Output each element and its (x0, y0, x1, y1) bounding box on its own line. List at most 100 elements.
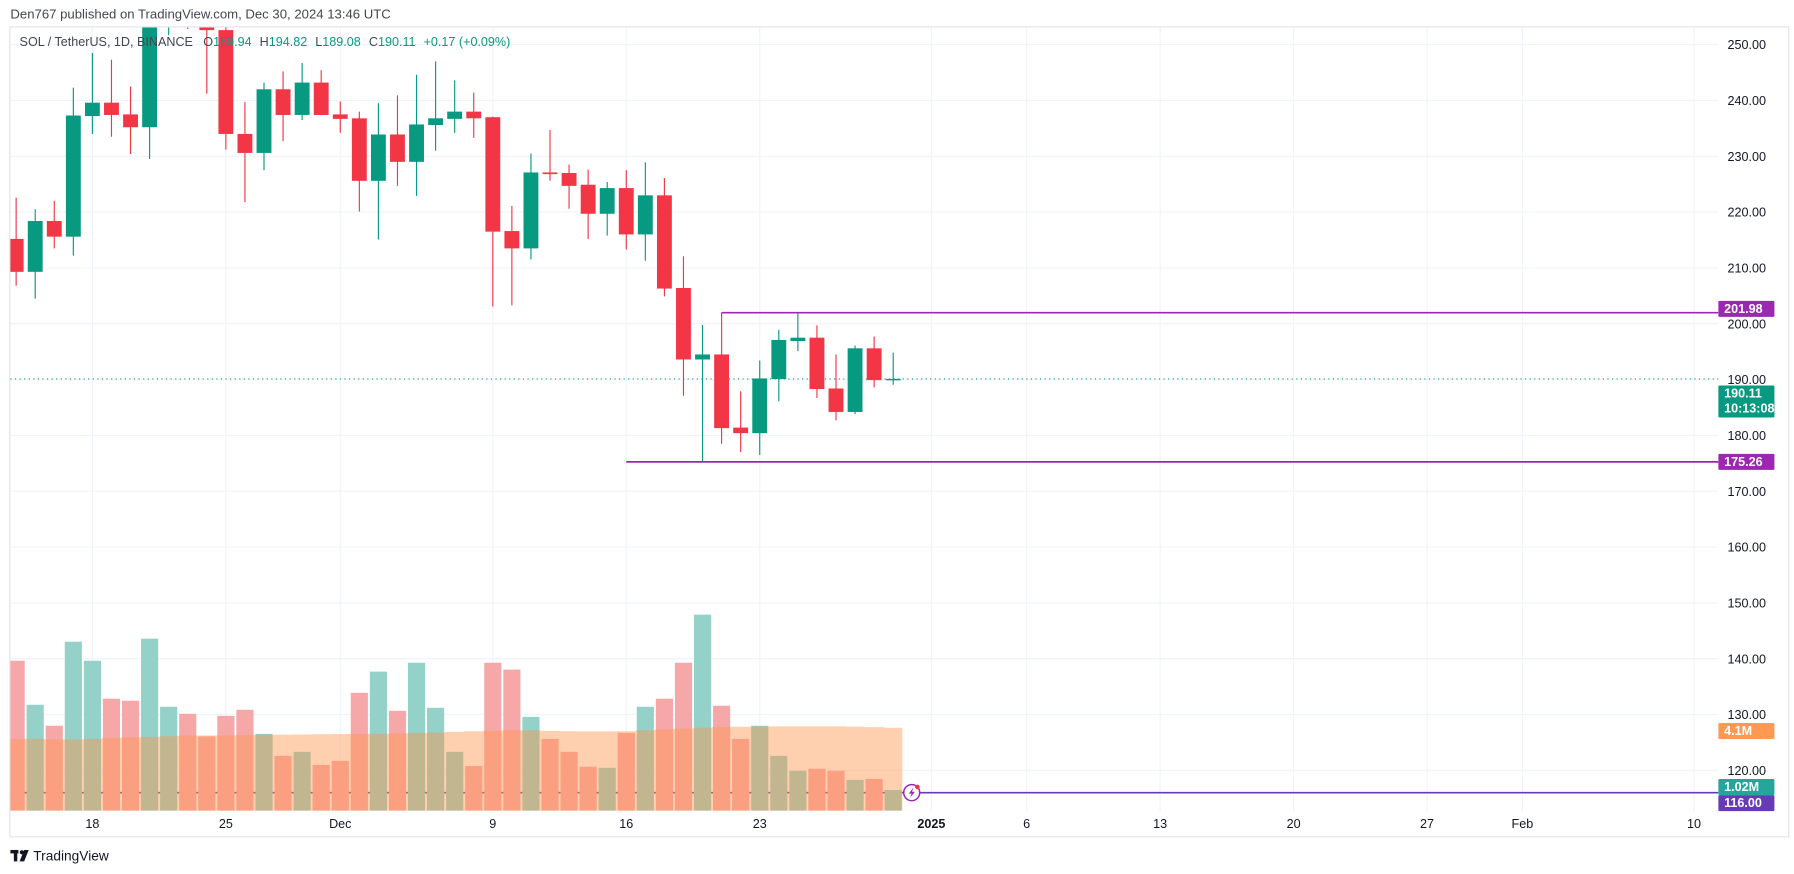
candle-body (714, 354, 730, 429)
candle-series (10, 27, 901, 462)
volume-bar (484, 662, 502, 811)
price-pane[interactable] (7, 0, 1719, 811)
volume-bar (407, 662, 426, 811)
candle-body (561, 173, 577, 186)
legend-close: 190.11 (378, 35, 416, 49)
candle (10, 197, 24, 286)
volume-bar (236, 709, 254, 811)
volume-bar (770, 755, 788, 811)
level-price-label-text: 175.26 (1724, 455, 1762, 469)
lightning-alert-icon[interactable] (902, 783, 921, 802)
volume-bar (846, 779, 864, 811)
legend-low: 189.08 (322, 35, 360, 49)
x-tick-label: 25 (219, 817, 233, 831)
volume-bar (179, 713, 197, 811)
volume-bar (598, 767, 616, 811)
level-price-label: 201.98 (1718, 300, 1775, 317)
volume-bar (350, 692, 368, 811)
volume-bar (884, 790, 902, 811)
price-axis[interactable]: 250.00 240.00 230.00 220.00 210.00 200.00 190.… (1728, 38, 1766, 778)
candle (237, 102, 253, 203)
candle-body (218, 30, 234, 134)
volume-bar (751, 725, 769, 811)
candle-body (275, 89, 291, 115)
candle (485, 116, 501, 307)
time-axis[interactable]: 18 25 Dec 9 16 23 2025 6 13 20 27 Feb 10 (85, 817, 1701, 831)
y-tick-label: 120.00 (1728, 764, 1766, 778)
horizontal-level-lines[interactable] (626, 311, 1719, 463)
x-tick-label: 27 (1420, 817, 1434, 831)
volume-bar (674, 662, 693, 811)
y-tick-label: 170.00 (1728, 485, 1766, 499)
volume-bar (26, 704, 44, 811)
volume-bar (655, 698, 673, 811)
volume-bar (274, 755, 292, 811)
volume-bar (45, 725, 63, 811)
volume-bar (789, 770, 807, 811)
volume-bar (541, 738, 559, 811)
last-price-label-bg (1718, 385, 1775, 418)
alert-price-label-bg (1718, 795, 1775, 812)
candle-body (370, 134, 386, 181)
volume-bar (10, 660, 25, 811)
footer-brand[interactable]: TradingView (10, 848, 109, 863)
candle (123, 86, 138, 155)
candle-body (790, 337, 806, 342)
level-price-label-text: 201.98 (1724, 302, 1762, 316)
volume-bar (160, 706, 178, 811)
candle (466, 92, 482, 138)
legend-symbol: SOL / TetherUS, 1D, BINANCE (20, 35, 193, 49)
candle-body (809, 337, 825, 390)
candle (84, 52, 100, 134)
candle-body (599, 188, 615, 214)
x-tick-label: 13 (1153, 817, 1167, 831)
candle (370, 103, 386, 240)
volume-bar (198, 736, 216, 811)
candle-body (885, 378, 901, 381)
y-tick-label: 130.00 (1728, 708, 1766, 722)
volume-ma-label-bg (1718, 722, 1775, 740)
legend-change: +0.17 (+0.09%) (424, 35, 511, 49)
candle-body (313, 82, 329, 115)
candle (27, 209, 43, 299)
y-tick-label: 210.00 (1728, 261, 1766, 275)
candle (656, 178, 672, 297)
candle-body (294, 82, 310, 115)
x-tick-label: Feb (1512, 817, 1534, 831)
volume-bar (522, 716, 540, 811)
alert-price-label-text: 116.00 (1724, 796, 1762, 810)
candle-body (10, 238, 24, 272)
publisher-header: Den767 published on TradingView.com, Dec… (10, 6, 390, 21)
candle-body (752, 378, 768, 434)
candle-body (199, 27, 215, 31)
volume-bar (617, 732, 635, 811)
candle-body (580, 184, 596, 214)
level-price-label-bg (1718, 453, 1775, 470)
level-price-label: 175.26 (1718, 453, 1775, 470)
volume-bar (465, 765, 483, 811)
last-price-label-text: 10:13:08 (1724, 401, 1774, 415)
candle (104, 59, 119, 137)
y-tick-label: 230.00 (1728, 150, 1766, 164)
candle (256, 82, 272, 171)
y-tick-label: 190.00 (1728, 373, 1766, 387)
candle (199, 27, 215, 94)
legend-open-label: O (203, 35, 213, 49)
legend-open: 189.94 (213, 35, 251, 49)
candle-body (351, 118, 367, 181)
volume-bar (446, 751, 464, 811)
chart-frame (9, 26, 1790, 838)
candle-body (466, 111, 482, 119)
volume-bar (83, 660, 101, 811)
last-volume-label-bg (1718, 779, 1775, 796)
candle (676, 256, 691, 396)
x-tick-label: 9 (489, 817, 496, 831)
candle (523, 153, 539, 260)
candle-body (332, 114, 348, 119)
y-tick-label: 240.00 (1728, 94, 1766, 108)
lightning-glyph (908, 787, 915, 798)
x-tick-label: 23 (753, 817, 767, 831)
x-tick-label: 6 (1023, 817, 1030, 831)
